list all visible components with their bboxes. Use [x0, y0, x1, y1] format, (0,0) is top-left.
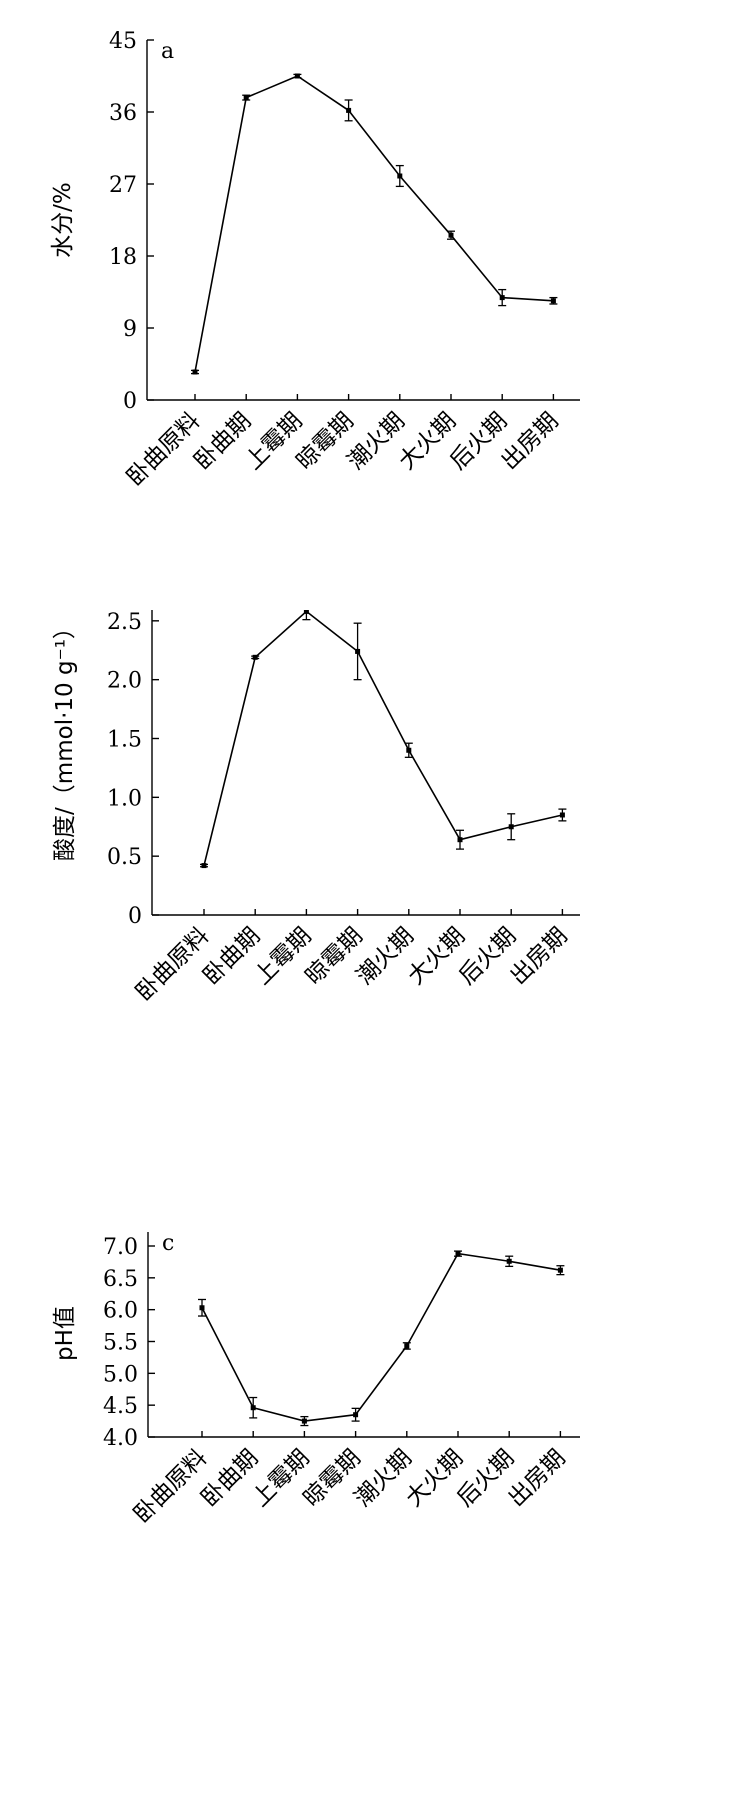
data-point: [250, 1405, 256, 1411]
y-tick-label: 9: [123, 317, 137, 342]
x-tick-label: 上霉期: [240, 408, 307, 475]
chart-panel-a: 0 9 18 27 36 45 卧曲原料 卧曲期 上霉期 晾霉期 潮火期 大火期 后火期 出房期 水分/% a: [0, 0, 733, 600]
x-tick-label: 晾霉期: [292, 408, 359, 475]
data-point: [550, 298, 556, 304]
x-tick-label: 晾霉期: [301, 923, 368, 990]
x-tick-label: 上霉期: [247, 1445, 314, 1512]
y-tick-label: 0: [123, 389, 137, 414]
x-tick-label: 卧曲原料: [131, 923, 214, 1006]
y-tick-label: 7.0: [103, 1235, 138, 1260]
series-line: [201, 1252, 561, 1422]
ph-chart: 4.0 4.5 5.0 5.5 6.0 6.5 7.0 卧曲原料卧曲期上霉期晾霉期潮火期大火期…: [52, 1231, 580, 1528]
y-axis-title: 酸度/（mmol·10 g⁻¹）: [52, 616, 78, 861]
x-tick-label: 出房期: [505, 923, 572, 990]
data-point: [346, 107, 352, 113]
acidity-chart: 00.51.01.52.02.53.0卧曲原料卧曲期上霉期晾霉期潮火期大火期后火…: [52, 610, 580, 1006]
data-point: [252, 654, 258, 660]
chart-panel-b: 00.51.01.52.02.53.0卧曲原料卧曲期上霉期晾霉期潮火期大火期后火…: [0, 610, 733, 1210]
series-line: [203, 610, 563, 866]
data-point: [201, 863, 207, 869]
x-tick-label: 潮火期: [352, 923, 419, 990]
x-tick-label: 潮火期: [350, 1445, 417, 1512]
x-tick-label: 后火期: [454, 923, 521, 990]
x-tick-label: 出房期: [496, 408, 563, 475]
x-tick-label: 后火期: [452, 1445, 519, 1512]
data-point: [559, 812, 565, 818]
data-point: [506, 1258, 512, 1264]
y-axis-title: 水分/%: [50, 182, 76, 258]
x-tick-label: 后火期: [445, 408, 512, 475]
data-point: [192, 369, 198, 375]
data-point: [355, 648, 361, 654]
x-tick-label: 大火期: [401, 1445, 468, 1512]
data-point: [557, 1267, 563, 1273]
y-tick-label: 1.5: [107, 728, 142, 753]
x-tick-label: 上霉期: [249, 923, 316, 990]
series-line: [194, 75, 554, 373]
y-tick-label: 6.0: [103, 1299, 138, 1324]
x-tick-label: 卧曲期: [189, 408, 256, 475]
data-point: [397, 173, 403, 179]
panel-label: c: [162, 1231, 174, 1256]
y-tick-label: 0.5: [107, 845, 142, 870]
y-tick-label: 18: [109, 245, 137, 270]
data-point: [301, 1418, 307, 1424]
y-tick-label: 1.0: [107, 786, 142, 811]
x-tick-label: 卧曲期: [198, 923, 265, 990]
data-point: [404, 1343, 410, 1349]
y-tick-label: 36: [109, 101, 137, 126]
x-tick-label: 出房期: [503, 1445, 570, 1512]
data-point: [499, 295, 505, 301]
data-point: [457, 837, 463, 843]
data-point: [455, 1251, 461, 1257]
panel-label: a: [161, 39, 174, 64]
y-tick-label: 2.5: [107, 610, 142, 635]
y-tick-label: 0: [128, 904, 142, 929]
data-point: [303, 610, 309, 614]
x-tick-label: 卧曲原料: [129, 1445, 212, 1528]
x-tick-label: 卧曲原料: [122, 408, 205, 491]
y-tick-label: 45: [109, 29, 137, 54]
data-point: [199, 1305, 205, 1311]
y-tick-label: 2.0: [107, 669, 142, 694]
x-tick-label: 卧曲期: [196, 1445, 263, 1512]
y-tick-label: 4.5: [103, 1394, 138, 1419]
y-tick-label: 4.0: [103, 1426, 138, 1451]
y-tick-label: 5.5: [103, 1331, 138, 1356]
y-tick-label: 27: [109, 173, 137, 198]
data-point: [353, 1412, 359, 1418]
data-point: [448, 232, 454, 238]
data-point: [508, 824, 514, 830]
x-tick-label: 潮火期: [343, 408, 410, 475]
y-axis-title: pH值: [52, 1306, 78, 1361]
data-point: [243, 95, 249, 101]
x-tick-label: 大火期: [394, 408, 461, 475]
data-point: [406, 747, 412, 753]
y-tick-label: 6.5: [103, 1267, 138, 1292]
x-tick-label: 大火期: [403, 923, 470, 990]
chart-panel-c: 4.0 4.5 5.0 5.5 6.0 6.5 7.0 卧曲原料 卧曲期 上霉期 晾霉期 潮火期 大火期…: [0, 1215, 733, 1805]
y-tick-label: 5.0: [103, 1362, 138, 1387]
x-tick-label: 晾霉期: [299, 1445, 366, 1512]
data-point: [294, 73, 300, 79]
